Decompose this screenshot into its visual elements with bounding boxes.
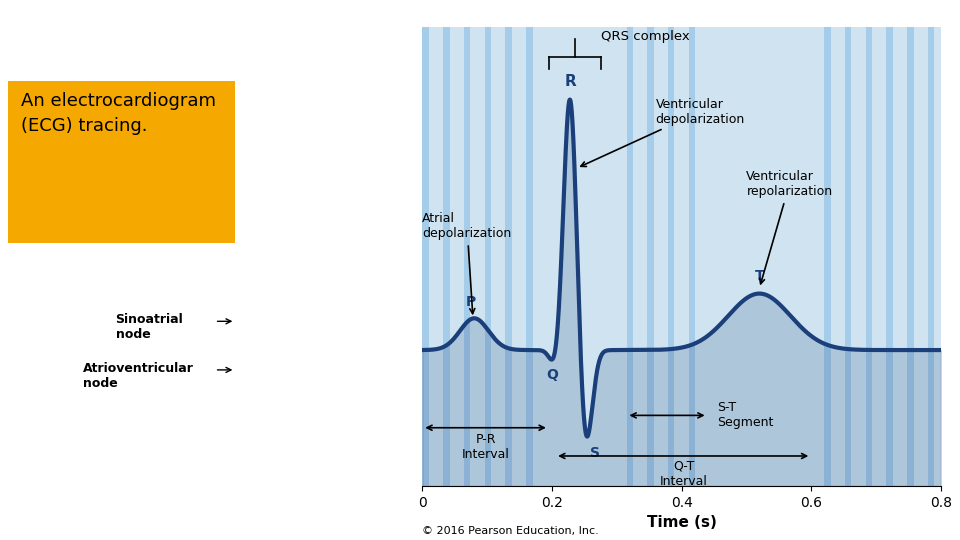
X-axis label: Time (s): Time (s) [647,515,716,530]
Text: P: P [466,295,476,309]
Text: Sinoatrial
node: Sinoatrial node [115,313,183,341]
Text: T: T [755,269,764,283]
Text: QRS complex: QRS complex [601,30,689,43]
Text: Q-T
Interval: Q-T Interval [660,460,708,488]
Bar [464,27,470,486]
Text: Ventricular
repolarization: Ventricular repolarization [747,170,832,284]
Bar [845,27,852,486]
Bar [866,27,872,486]
Bar [647,27,654,486]
Bar [505,27,512,486]
Bar [9,81,235,243]
Bar [526,27,533,486]
Text: Atrioventricular
node: Atrioventricular node [83,362,193,390]
Text: P-R
Interval: P-R Interval [462,433,510,461]
Bar [688,27,695,486]
Text: © 2016 Pearson Education, Inc.: © 2016 Pearson Education, Inc. [422,525,599,536]
Bar [907,27,914,486]
Text: Q: Q [546,368,558,382]
Text: R: R [564,74,576,89]
Text: Atrial
depolarization: Atrial depolarization [422,212,512,314]
Text: S: S [589,446,600,460]
Bar [422,27,429,486]
Text: An electrocardiogram
(ECG) tracing.: An electrocardiogram (ECG) tracing. [21,92,216,135]
Bar [668,27,675,486]
Text: S-T
Segment: S-T Segment [717,401,774,429]
Bar [627,27,633,486]
Bar [444,27,449,486]
Bar [824,27,830,486]
Bar [928,27,934,486]
Text: Ventricular
depolarization: Ventricular depolarization [581,98,745,166]
Bar [886,27,893,486]
Bar [485,27,492,486]
